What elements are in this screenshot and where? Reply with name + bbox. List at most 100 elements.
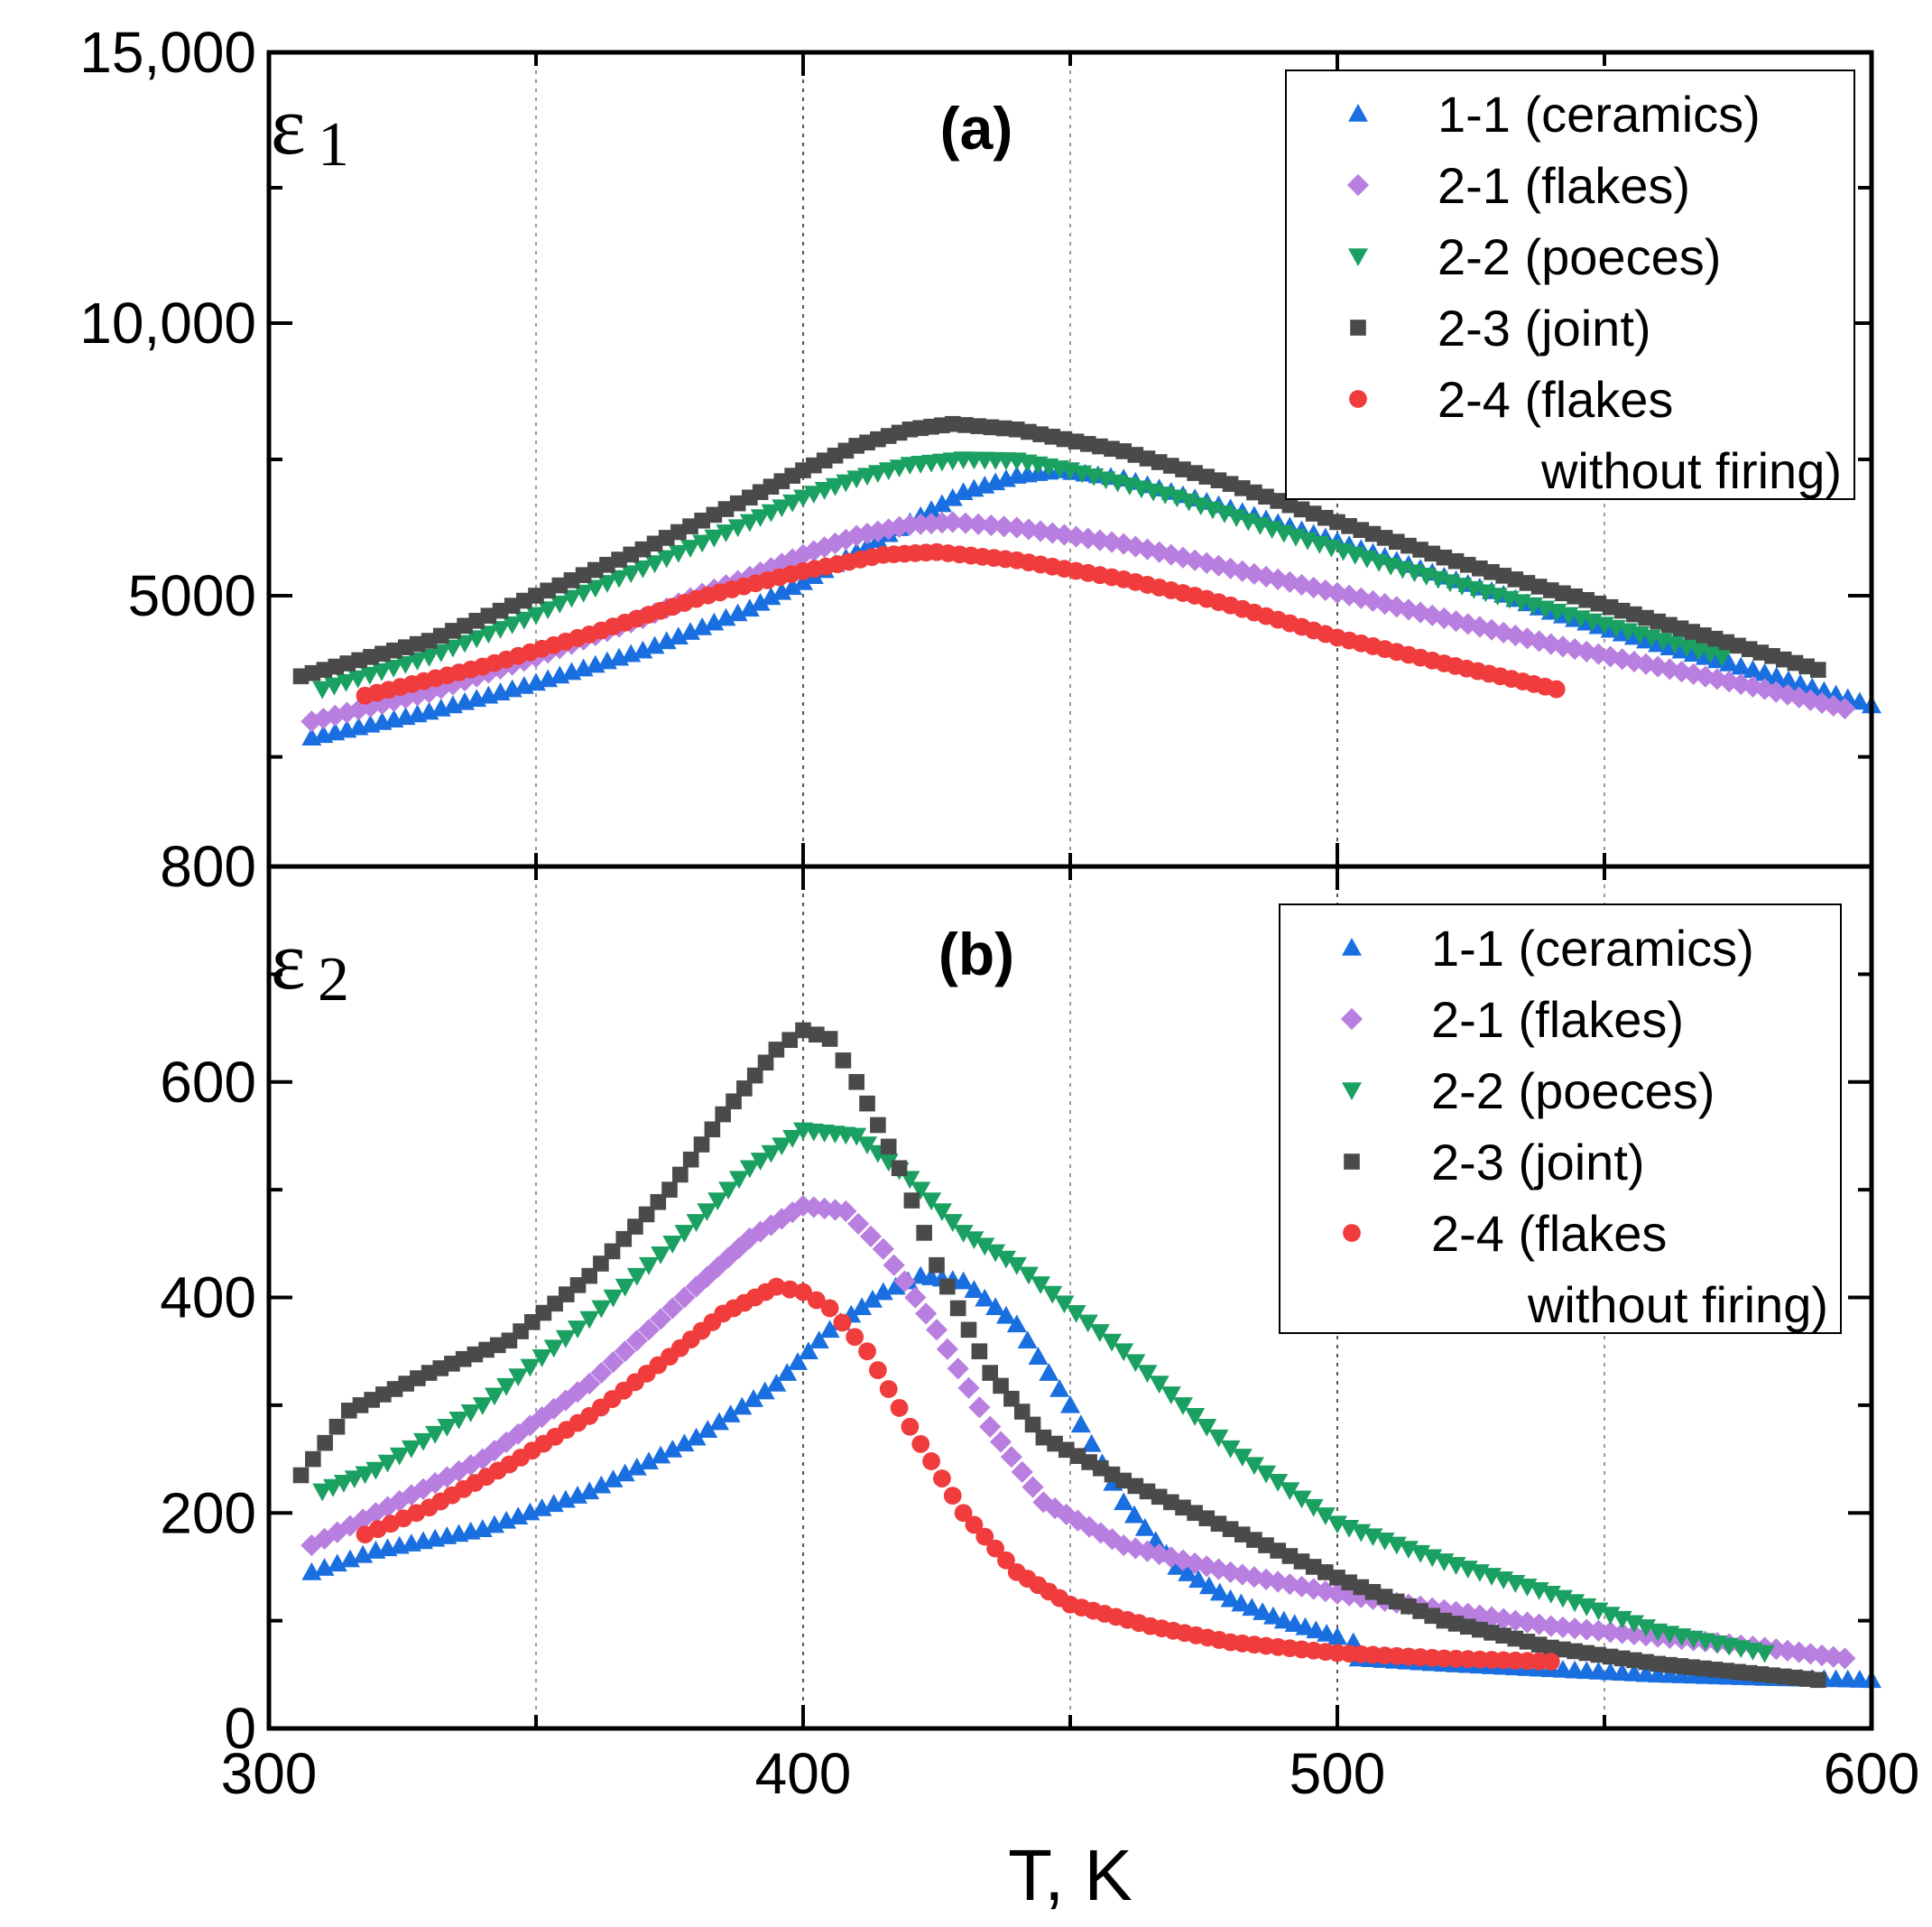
data-point <box>621 565 642 584</box>
data-point <box>413 1432 434 1451</box>
data-point <box>967 513 990 535</box>
data-point <box>903 1192 920 1209</box>
data-point <box>1100 531 1123 553</box>
legend-entry: 2-4 (flakes <box>1437 371 1673 428</box>
data-point <box>365 1461 386 1480</box>
data-point <box>312 1483 333 1502</box>
data-point <box>1647 655 1669 678</box>
y-tick-label: 400 <box>160 1265 256 1330</box>
data-point <box>761 1144 781 1163</box>
data-point <box>704 529 725 548</box>
data-point <box>389 1447 410 1466</box>
legend-entry: 1-1 (ceramics) <box>1431 920 1754 977</box>
data-point <box>490 621 511 639</box>
data-point <box>761 587 781 606</box>
data-point <box>604 1243 621 1260</box>
data-point <box>543 1339 564 1358</box>
data-point <box>1049 1378 1070 1397</box>
data-point <box>718 1181 739 1200</box>
data-point <box>371 692 393 716</box>
data-point <box>942 1214 963 1232</box>
legend-marker <box>1346 173 1370 197</box>
data-point <box>847 1212 870 1236</box>
data-point <box>1113 1533 1135 1557</box>
data-point <box>519 1414 541 1437</box>
data-point <box>1480 618 1503 641</box>
data-point <box>993 1377 1009 1394</box>
series-4 <box>292 1022 1826 1689</box>
data-point <box>513 611 534 630</box>
data-point <box>1754 1644 1775 1663</box>
data-point <box>425 1425 446 1444</box>
data-point <box>781 1032 798 1048</box>
data-point <box>626 1457 647 1476</box>
data-point <box>661 1181 678 1198</box>
y-tick-label: 10,000 <box>79 291 256 356</box>
data-point <box>300 710 323 733</box>
data-point <box>1114 1343 1134 1362</box>
data-point <box>312 707 335 730</box>
data-point <box>365 1502 387 1524</box>
data-point <box>1291 1490 1312 1509</box>
data-point <box>795 1022 811 1039</box>
data-point <box>424 1471 447 1495</box>
data-point <box>857 1136 878 1154</box>
legend-box <box>1285 69 1855 500</box>
data-point <box>833 1313 852 1332</box>
data-point <box>1326 1582 1349 1605</box>
data-point <box>716 607 736 626</box>
data-point <box>633 560 653 579</box>
data-point <box>437 1418 458 1437</box>
data-point <box>995 420 1012 437</box>
data-point <box>674 1433 695 1452</box>
data-point <box>1184 549 1206 571</box>
data-point <box>820 1299 839 1318</box>
data-point <box>591 1300 612 1319</box>
legend-entry: 2-2 (poeces) <box>1431 1062 1715 1119</box>
data-point <box>644 555 665 574</box>
data-point <box>772 1137 792 1156</box>
data-point <box>933 1469 951 1487</box>
data-point <box>581 1267 597 1284</box>
legend-marker <box>1342 1082 1362 1100</box>
data-point <box>891 1160 908 1177</box>
data-point <box>708 1412 729 1431</box>
data-point <box>1102 1333 1123 1352</box>
data-point <box>848 1073 864 1090</box>
data-point <box>732 1396 753 1415</box>
data-point <box>305 1450 321 1468</box>
y-tick-label: 0 <box>224 1696 256 1761</box>
data-point <box>590 1361 613 1385</box>
data-point <box>953 1271 974 1290</box>
data-point <box>603 1469 624 1487</box>
data-point <box>767 1277 786 1296</box>
data-point <box>568 1320 588 1339</box>
data-point <box>965 1515 984 1534</box>
data-point <box>1718 671 1741 693</box>
data-point <box>693 1136 710 1153</box>
data-point <box>1066 1304 1086 1323</box>
legend-entry: 2-1 (flakes) <box>1437 157 1690 214</box>
legend-entry-line2: without firing) <box>1527 1276 1828 1333</box>
data-point <box>418 681 440 704</box>
data-point <box>750 1153 771 1171</box>
data-point <box>312 681 333 699</box>
legend-entry: 2-2 (poeces) <box>1437 228 1721 285</box>
data-point <box>1421 604 1444 626</box>
series-5 <box>356 542 1566 705</box>
data-point <box>1197 1418 1217 1437</box>
data-point <box>1017 518 1040 541</box>
data-point <box>502 616 522 635</box>
data-point <box>802 1196 825 1218</box>
data-point <box>355 1466 375 1485</box>
data-point <box>407 653 428 671</box>
data-point <box>596 575 617 593</box>
y-tick-label: 200 <box>160 1480 256 1545</box>
data-point <box>1209 1582 1230 1601</box>
data-point <box>744 1389 764 1407</box>
x-tick-label: 600 <box>1824 1741 1920 1806</box>
data-point <box>904 1286 927 1309</box>
data-point <box>1220 1440 1241 1459</box>
data-point <box>561 589 582 608</box>
data-point <box>615 1463 635 1482</box>
